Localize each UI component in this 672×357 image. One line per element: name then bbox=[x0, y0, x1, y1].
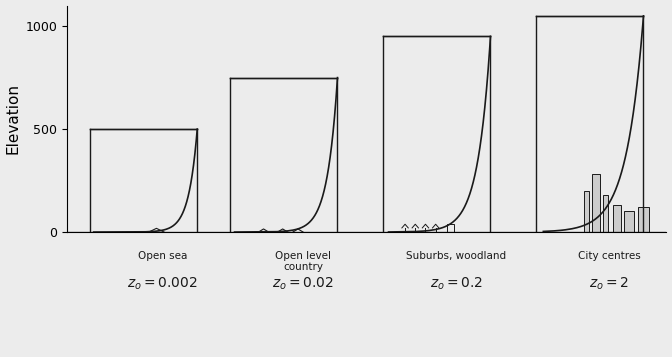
Text: $z_o=0.2$: $z_o=0.2$ bbox=[430, 275, 482, 292]
Text: Open level
country: Open level country bbox=[275, 251, 331, 272]
Text: $z_o=0.002$: $z_o=0.002$ bbox=[127, 275, 198, 292]
Text: Open sea: Open sea bbox=[138, 251, 187, 261]
Bar bbox=[447, 224, 454, 232]
Text: City centres: City centres bbox=[578, 251, 640, 261]
Text: $z_o=0.02$: $z_o=0.02$ bbox=[272, 275, 334, 292]
Bar bbox=[593, 175, 599, 232]
Bar bbox=[613, 205, 621, 232]
Y-axis label: Elevation: Elevation bbox=[5, 83, 20, 154]
Bar bbox=[603, 195, 608, 232]
Text: $z_o=2$: $z_o=2$ bbox=[589, 275, 629, 292]
Bar bbox=[624, 211, 634, 232]
Text: Suburbs, woodland: Suburbs, woodland bbox=[406, 251, 506, 261]
Bar bbox=[638, 207, 649, 232]
Bar bbox=[583, 191, 589, 232]
